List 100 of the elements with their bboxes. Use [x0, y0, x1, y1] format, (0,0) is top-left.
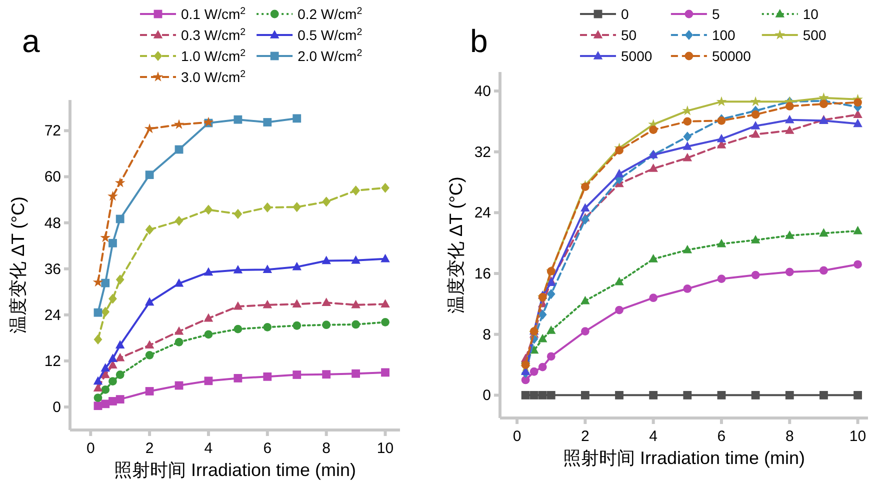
point — [381, 318, 390, 326]
point — [785, 126, 794, 134]
y-tick-label: 48 — [44, 214, 61, 232]
point — [101, 386, 110, 394]
point — [682, 244, 692, 254]
point — [785, 102, 794, 110]
x-tick-label: 4 — [649, 428, 658, 445]
point — [262, 264, 272, 273]
x-tick-label: 4 — [204, 440, 213, 457]
point — [682, 141, 692, 150]
point — [352, 369, 360, 378]
point — [615, 146, 624, 155]
point — [580, 296, 590, 304]
point — [352, 320, 360, 329]
point — [204, 204, 213, 215]
point — [233, 301, 243, 310]
point — [322, 320, 331, 330]
point — [683, 284, 692, 293]
point — [615, 306, 624, 314]
point — [546, 289, 556, 300]
point — [521, 360, 530, 369]
point — [380, 254, 390, 262]
point — [101, 306, 110, 317]
chart-title: a — [22, 23, 40, 59]
point — [94, 334, 102, 344]
point — [101, 278, 110, 288]
point — [262, 300, 272, 308]
point — [546, 352, 556, 361]
y-tick-label: 8 — [482, 326, 491, 344]
y-tick-label: 32 — [474, 144, 491, 161]
point — [750, 96, 761, 106]
point — [750, 129, 760, 138]
point — [93, 376, 103, 385]
point — [538, 310, 547, 320]
point — [785, 114, 794, 124]
point — [292, 299, 302, 308]
point — [174, 278, 184, 287]
point — [785, 390, 794, 400]
point — [854, 260, 862, 269]
point — [144, 340, 154, 349]
point — [751, 390, 760, 400]
point — [174, 145, 184, 154]
point — [108, 238, 117, 248]
point — [94, 394, 102, 402]
point — [174, 119, 184, 129]
point — [100, 363, 110, 372]
point — [144, 123, 155, 134]
legend-label: 0 — [621, 6, 629, 22]
point — [108, 190, 118, 201]
y-tick-label: 0 — [52, 398, 61, 416]
legend-label: 500 — [802, 27, 826, 43]
point — [580, 390, 590, 400]
x-tick-label: 10 — [849, 428, 866, 445]
point — [108, 354, 118, 362]
point — [683, 117, 692, 126]
x-axis-title: 照射时间 Irradiation time (min) — [114, 460, 356, 480]
legend-label: 10 — [802, 6, 819, 22]
point — [785, 268, 794, 276]
legend-label: 1.0 W/cm$^{2}$ — [181, 48, 246, 64]
point — [174, 381, 184, 390]
point — [750, 235, 760, 244]
legend-label: 0.2 W/cm$^{2}$ — [298, 6, 362, 22]
legend-label: 0.1 W/cm$^{2}$ — [181, 6, 246, 22]
y-tick-label: 24 — [44, 306, 61, 324]
point — [854, 390, 862, 400]
point — [546, 390, 556, 400]
point — [116, 395, 124, 404]
point — [614, 276, 624, 286]
point — [351, 300, 360, 308]
point — [649, 126, 658, 134]
x-tick-label: 10 — [376, 440, 394, 457]
point — [751, 270, 760, 280]
point — [750, 120, 760, 130]
point — [648, 164, 658, 172]
point — [322, 196, 331, 207]
point — [820, 266, 828, 275]
point — [381, 368, 390, 377]
point — [234, 324, 242, 334]
point — [521, 376, 530, 384]
point — [292, 114, 302, 123]
point — [820, 100, 828, 108]
x-tick-label: 8 — [322, 440, 331, 457]
point — [615, 390, 624, 400]
point — [145, 387, 154, 396]
point — [380, 299, 390, 308]
x-tick-label: 0 — [512, 428, 522, 445]
point — [174, 326, 184, 335]
point — [682, 152, 692, 162]
legend-label: 100 — [712, 27, 736, 43]
point — [204, 330, 213, 339]
point — [234, 208, 242, 220]
point — [234, 374, 242, 382]
point — [785, 230, 794, 239]
y-tick-label: 24 — [474, 204, 491, 222]
x-tick-label: 2 — [581, 428, 590, 445]
legend-label: 5000 — [621, 48, 652, 64]
y-tick-label: 72 — [44, 122, 61, 140]
point — [820, 390, 828, 400]
point — [322, 298, 331, 306]
point — [521, 390, 530, 400]
